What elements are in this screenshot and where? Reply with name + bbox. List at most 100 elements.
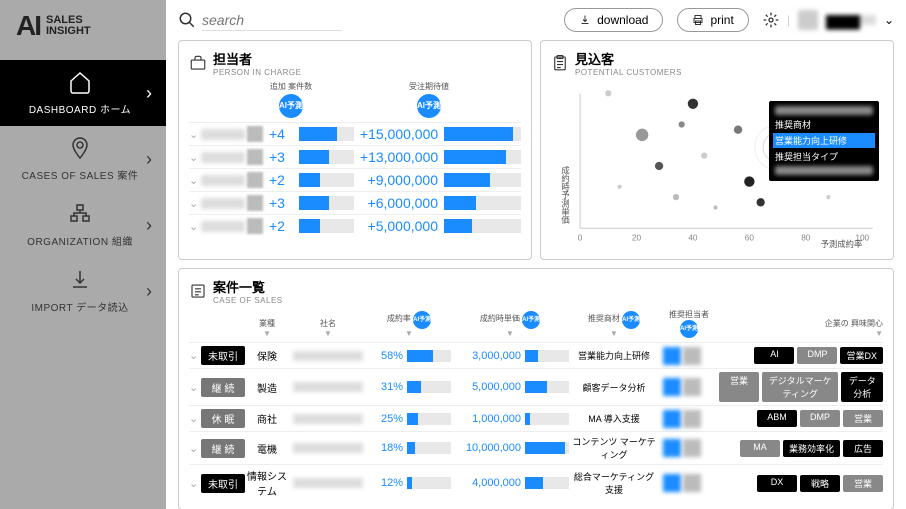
nav-org[interactable]: ORGANIZATION 組織 › — [0, 192, 166, 258]
nav-dashboard[interactable]: DASHBOARD ホーム › — [0, 60, 166, 126]
nav-cases[interactable]: CASES OF SALES 案件 › — [0, 126, 166, 192]
svg-text:60: 60 — [745, 233, 755, 243]
person-bar1 — [299, 196, 354, 210]
person-bar2 — [444, 150, 521, 164]
download-button[interactable]: download — [564, 8, 663, 32]
h-owner: 推奨担当者 — [669, 310, 709, 319]
ai-badge: AI予測 — [622, 311, 640, 329]
person-exp-value: +5,000,000 — [354, 218, 444, 234]
case-bar2 — [525, 381, 569, 393]
case-owners — [659, 410, 719, 428]
person-add-value: +2 — [263, 172, 299, 188]
interest-tag[interactable]: 広告 — [843, 440, 883, 457]
case-owners — [659, 474, 719, 492]
potential-sub: POTENTIAL CUSTOMERS — [575, 68, 682, 77]
expand-icon[interactable]: ⌄ — [189, 128, 201, 141]
interest-tag[interactable]: 戦略 — [800, 475, 840, 492]
case-owners — [659, 439, 719, 457]
expand-icon[interactable]: ⌄ — [189, 151, 201, 164]
case-type: 保険 — [245, 348, 289, 363]
expand-icon[interactable]: ⌄ — [189, 174, 201, 187]
interest-tag[interactable]: 営業 — [843, 475, 883, 492]
case-row[interactable]: ⌄ 継 続 製造 31% 5,000,000 顧客データ分析 営業デジタルマーケ… — [189, 368, 883, 405]
expand-icon[interactable]: ⌄ — [189, 349, 201, 362]
person-panel: 担当者 PERSON IN CHARGE 追加 案件数 AI予測 受注期待値 A… — [178, 40, 532, 260]
case-amount: 3,000,000 — [451, 350, 525, 362]
person-row[interactable]: ⌄ +4 +15,000,000 — [189, 122, 521, 145]
case-bar1 — [407, 413, 451, 425]
interest-tag[interactable]: データ分析 — [841, 372, 883, 402]
case-rows: ⌄ 未取引 保険 58% 3,000,000 営業能力向上研修 AIDMP営業D… — [189, 342, 883, 501]
chevron-right-icon: › — [146, 83, 152, 104]
avatar — [798, 10, 818, 30]
scatter-chart: 020406080100成約時予測単価予測成約率 推奨商材 営業能力向上研修 推… — [551, 81, 883, 251]
case-bar2 — [525, 350, 569, 362]
case-bar2 — [525, 442, 569, 454]
expand-icon[interactable]: ⌄ — [189, 197, 201, 210]
chevron-right-icon: › — [146, 149, 152, 170]
case-row[interactable]: ⌄ 継 続 電機 18% 10,000,000 コンテンツ マーケティング MA… — [189, 431, 883, 464]
nav-label-org: ORGANIZATION 組織 — [14, 233, 146, 248]
case-row[interactable]: ⌄ 未取引 情報システム 12% 4,000,000 総合マーケティング 支援 … — [189, 464, 883, 501]
print-button[interactable]: print — [677, 8, 748, 32]
org-icon — [68, 202, 92, 226]
case-bar1 — [407, 477, 451, 489]
chevron-down-icon[interactable]: ⌄ — [884, 13, 894, 27]
case-pct: 18% — [367, 442, 407, 454]
expand-icon[interactable]: ⌄ — [189, 220, 201, 233]
interest-tag[interactable]: DMP — [800, 410, 840, 427]
interest-tag[interactable]: デジタルマーケティング — [762, 372, 838, 402]
case-desc: 総合マーケティング 支援 — [569, 470, 659, 496]
case-row[interactable]: ⌄ 未取引 保険 58% 3,000,000 営業能力向上研修 AIDMP営業D… — [189, 342, 883, 368]
user-name: ████ — [826, 15, 876, 25]
person-avatar — [247, 126, 263, 142]
interest-tag[interactable]: AI — [754, 347, 794, 364]
print-icon — [692, 14, 704, 26]
case-type: 電機 — [245, 441, 289, 456]
sidebar: AI SALES INSIGHT DASHBOARD ホーム › CASES O… — [0, 0, 166, 509]
svg-text:20: 20 — [632, 233, 642, 243]
person-row[interactable]: ⌄ +3 +13,000,000 — [189, 145, 521, 168]
search-input[interactable] — [202, 10, 342, 31]
expand-icon[interactable]: ⌄ — [189, 412, 201, 425]
person-bar2 — [444, 127, 521, 141]
expand-icon[interactable]: ⌄ — [189, 442, 201, 455]
case-company — [293, 414, 363, 424]
person-row[interactable]: ⌄ +2 +9,000,000 — [189, 168, 521, 191]
case-tags: 営業デジタルマーケティングデータ分析 — [719, 372, 883, 402]
expand-icon[interactable]: ⌄ — [189, 381, 201, 394]
person-exp-value: +6,000,000 — [354, 195, 444, 211]
interest-tag[interactable]: 営業 — [843, 410, 883, 427]
person-row[interactable]: ⌄ +3 +6,000,000 — [189, 191, 521, 214]
person-row[interactable]: ⌄ +2 +5,000,000 — [189, 214, 521, 237]
nav-import[interactable]: IMPORT データ読込 › — [0, 258, 166, 324]
case-pct: 58% — [367, 350, 407, 362]
potential-title: 見込客 — [575, 49, 682, 68]
case-title: 案件一覧 — [213, 277, 283, 296]
expand-icon[interactable]: ⌄ — [189, 477, 201, 490]
user-area[interactable]: | ████ ⌄ — [763, 10, 894, 30]
interest-tag[interactable]: DMP — [797, 347, 837, 364]
person-bar2 — [444, 196, 521, 210]
person-name — [201, 221, 245, 232]
case-status: 未取引 — [201, 474, 245, 493]
case-type: 商社 — [245, 411, 289, 426]
interest-tag[interactable]: 営業DX — [840, 347, 883, 364]
case-pct: 31% — [367, 381, 407, 393]
gear-icon[interactable] — [763, 12, 779, 28]
interest-tag[interactable]: ABM — [757, 410, 797, 427]
h-unit: 成約時単価 — [480, 314, 520, 323]
person-avatar — [247, 172, 263, 188]
person-avatar — [247, 195, 263, 211]
interest-tag[interactable]: 営業 — [719, 372, 759, 402]
tt-line3: 推奨担当タイプ — [773, 149, 875, 164]
interest-tag[interactable]: DX — [757, 475, 797, 492]
person-avatar — [247, 218, 263, 234]
interest-tag[interactable]: 業務効率化 — [783, 440, 840, 457]
svg-text:予測成約率: 予測成約率 — [821, 239, 863, 249]
ai-badge: AI予測 — [680, 320, 698, 338]
interest-tag[interactable]: MA — [740, 440, 780, 457]
search-wrap — [178, 10, 550, 31]
briefcase-icon — [189, 54, 207, 72]
case-row[interactable]: ⌄ 休 眠 商社 25% 1,000,000 MA 導入支援 ABMDMP営業 — [189, 405, 883, 431]
